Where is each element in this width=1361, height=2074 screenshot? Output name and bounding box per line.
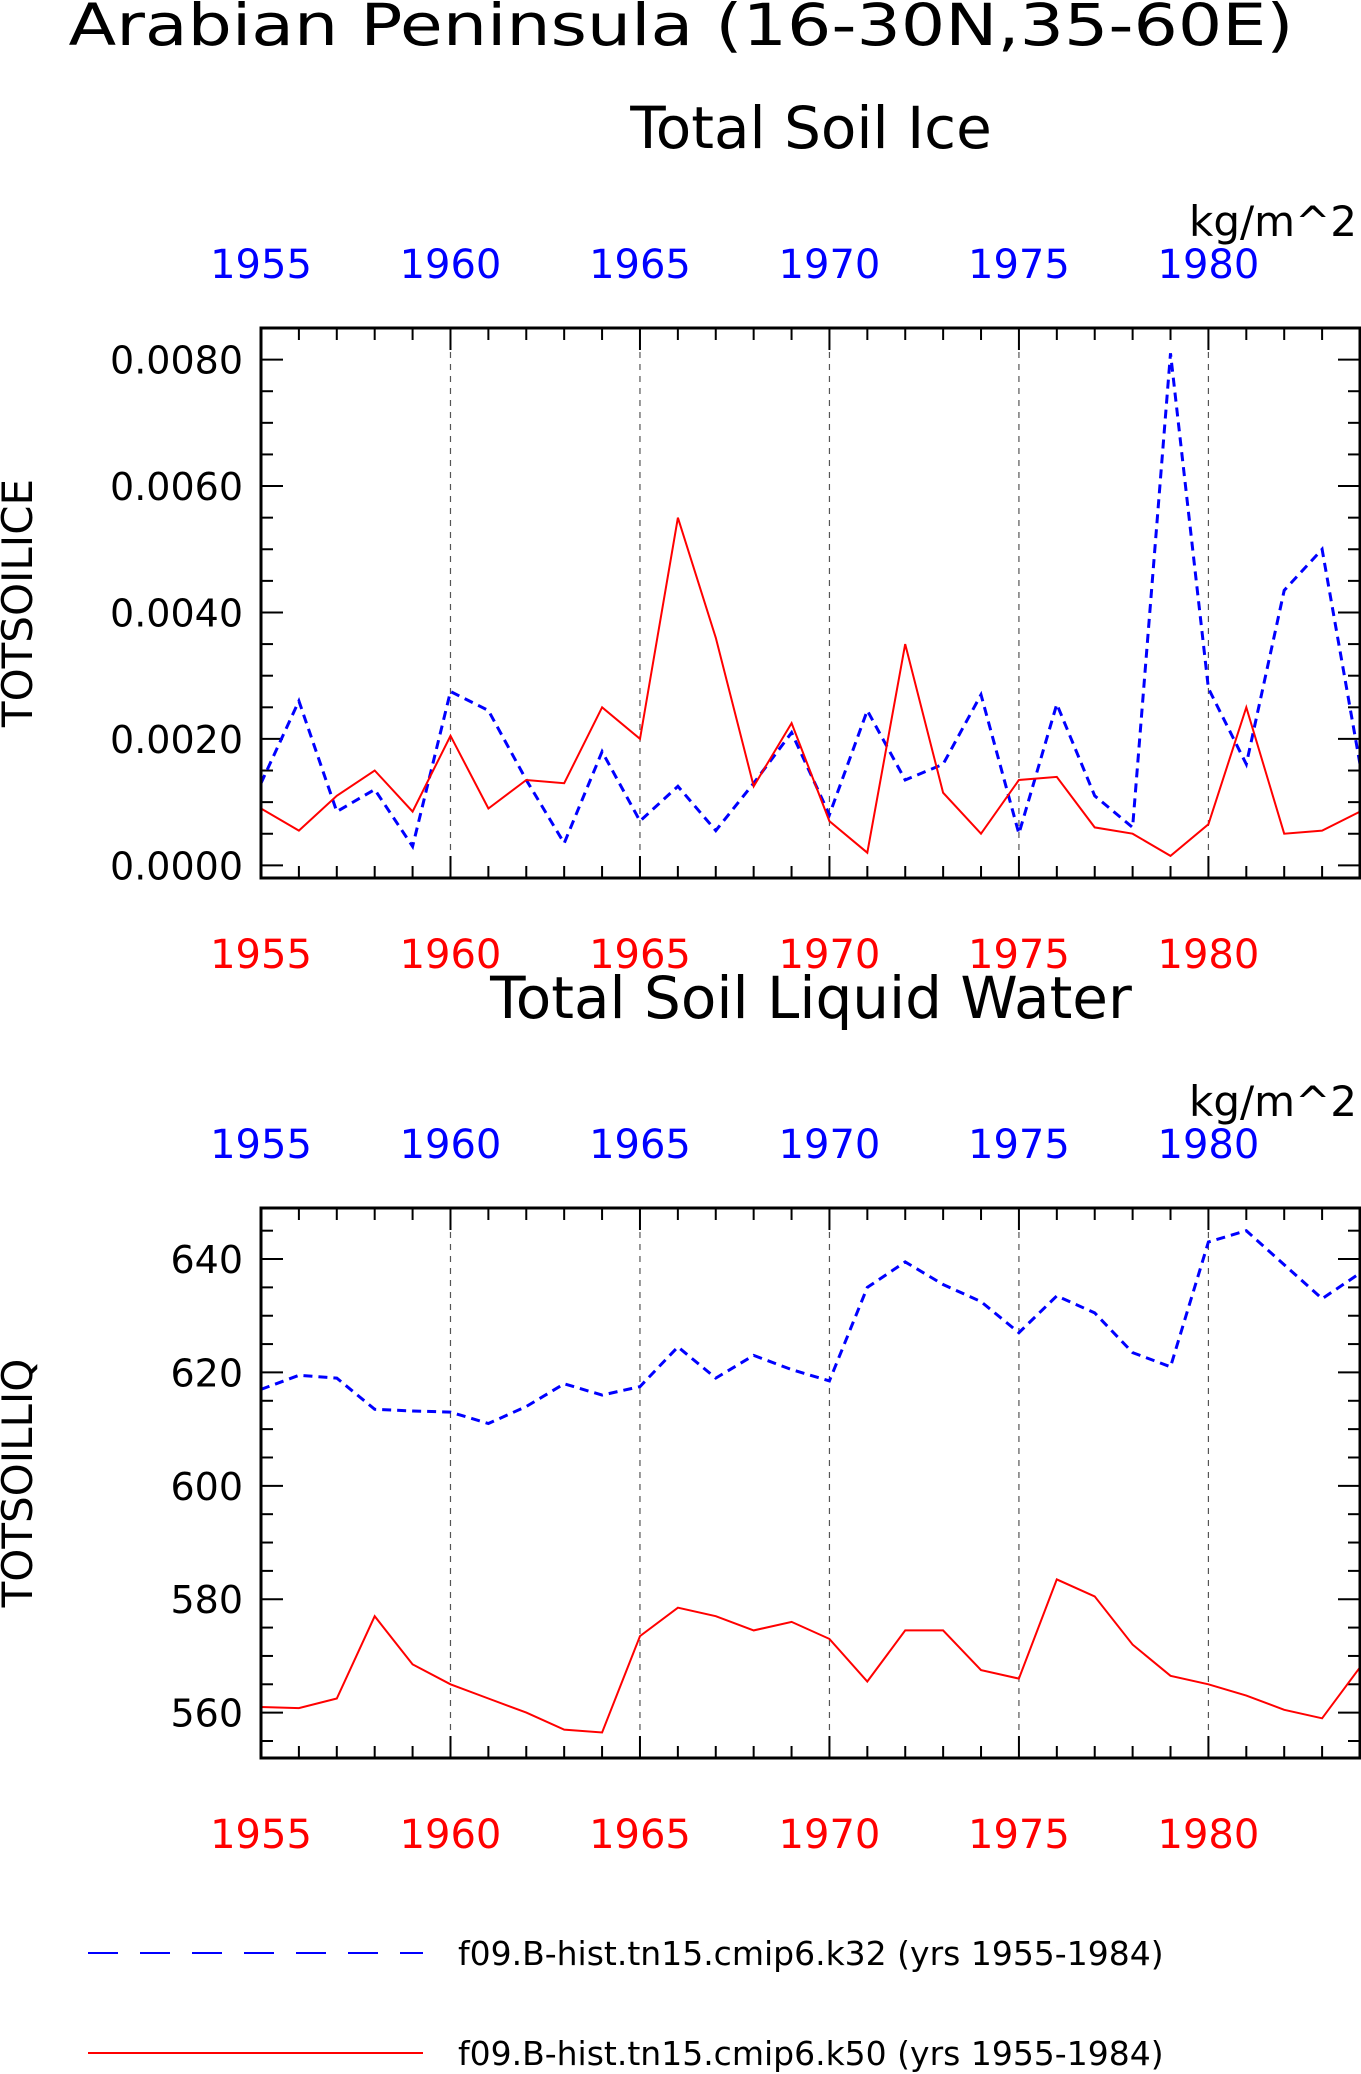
liquid-y-tick-label: 600 bbox=[170, 1465, 243, 1509]
liquid-plot-frame bbox=[259, 1206, 1361, 1760]
liquid-units-label: kg/m^2 bbox=[1189, 1077, 1357, 1126]
liquid-bottom-x-tick-label: 1960 bbox=[400, 1812, 502, 1858]
liquid-top-x-tick-label: 1965 bbox=[589, 1122, 691, 1168]
liquid-top-x-tick-label: 1955 bbox=[210, 1122, 312, 1168]
liquid-top-x-tick-label: 1970 bbox=[779, 1122, 881, 1168]
liquid-bottom-x-tick-label: 1970 bbox=[779, 1812, 881, 1858]
liquid-y-tick-label: 580 bbox=[170, 1578, 243, 1622]
soil-ice-panel: Total Soil Ice kg/m^2 TOTSOILICE 0.0000 0.00… bbox=[0, 94, 1361, 978]
liquid-bottom-x-tick-label: 1955 bbox=[210, 1812, 312, 1858]
ice-y-tick-label: 0.0000 bbox=[110, 844, 243, 888]
ice-units-label: kg/m^2 bbox=[1189, 197, 1357, 246]
ice-y-axis-label: TOTSOILICE bbox=[0, 479, 42, 728]
ice-bottom-x-tick-label: 1960 bbox=[400, 932, 502, 978]
liquid-top-x-tick-label: 1980 bbox=[1158, 1122, 1260, 1168]
ice-bottom-x-tick-label: 1955 bbox=[210, 932, 312, 978]
liquid-panel-title: Total Soil Liquid Water bbox=[489, 964, 1132, 1032]
liquid-series-line-k50 bbox=[260, 1578, 1361, 1734]
soil-liquid-panel: Total Soil Liquid Water kg/m^2 TOTSOILLIQ 5… bbox=[0, 964, 1361, 1858]
liquid-y-tick-label: 620 bbox=[170, 1351, 243, 1395]
liquid-bottom-x-tick-label: 1965 bbox=[589, 1812, 691, 1858]
ice-top-x-tick-label: 1970 bbox=[779, 242, 881, 288]
ice-bottom-x-tick-label: 1970 bbox=[779, 932, 881, 978]
ice-plot-frame bbox=[259, 326, 1361, 880]
ice-top-x-tick-label: 1975 bbox=[968, 242, 1070, 288]
ice-series-line-k50 bbox=[260, 517, 1361, 858]
liquid-bottom-x-tick-label: 1980 bbox=[1158, 1812, 1260, 1858]
ice-bottom-x-tick-label: 1965 bbox=[589, 932, 691, 978]
figure-title: Arabian Peninsula (16-30N,35-60E) bbox=[69, 0, 1294, 59]
legend-label-k50: f09.B-hist.tn15.cmip6.k50 (yrs 1955-1984… bbox=[458, 2034, 1164, 2073]
ice-y-tick-label: 0.0060 bbox=[110, 465, 243, 509]
ice-top-x-tick-label: 1960 bbox=[400, 242, 502, 288]
liquid-y-axis-label: TOTSOILLIQ bbox=[0, 1359, 42, 1609]
ice-y-tick-label: 0.0020 bbox=[110, 718, 243, 762]
ice-top-x-tick-label: 1980 bbox=[1158, 242, 1260, 288]
ice-bottom-x-tick-label: 1980 bbox=[1158, 932, 1260, 978]
legend-label-k32: f09.B-hist.tn15.cmip6.k32 (yrs 1955-1984… bbox=[458, 1934, 1164, 1973]
liquid-series-line-k32 bbox=[260, 1229, 1361, 1426]
ice-y-tick-label: 0.0080 bbox=[110, 339, 243, 383]
liquid-bottom-x-tick-label: 1975 bbox=[968, 1812, 1070, 1858]
ice-top-x-tick-label: 1965 bbox=[589, 242, 691, 288]
liquid-top-x-tick-label: 1960 bbox=[400, 1122, 502, 1168]
liquid-y-tick-label: 640 bbox=[170, 1238, 243, 1282]
liquid-y-tick-label: 560 bbox=[170, 1692, 243, 1736]
ice-bottom-x-tick-label: 1975 bbox=[968, 932, 1070, 978]
liquid-top-x-tick-label: 1975 bbox=[968, 1122, 1070, 1168]
ice-panel-title: Total Soil Ice bbox=[629, 94, 992, 162]
ice-top-x-tick-label: 1955 bbox=[210, 242, 312, 288]
ice-y-tick-label: 0.0040 bbox=[110, 591, 243, 635]
legend: f09.B-hist.tn15.cmip6.k32 (yrs 1955-1984… bbox=[88, 1934, 1164, 2073]
